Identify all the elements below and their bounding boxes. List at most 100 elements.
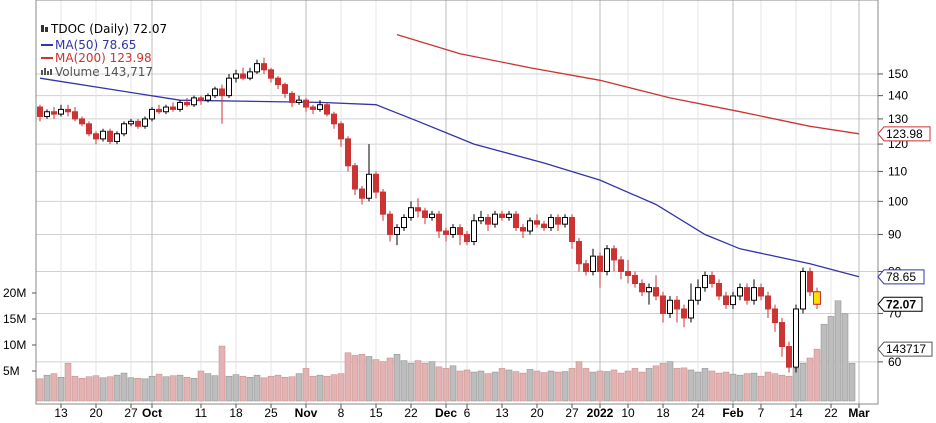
volume-bar bbox=[232, 374, 240, 402]
volume-bar bbox=[729, 373, 737, 402]
ma200-value-marker-label: 123.98 bbox=[886, 127, 923, 141]
candle-body bbox=[674, 299, 680, 310]
date-tick-label: 27 bbox=[124, 406, 138, 420]
candle-body bbox=[254, 63, 260, 73]
candle-body bbox=[590, 255, 596, 272]
candle-body bbox=[786, 346, 792, 368]
candle-body bbox=[695, 287, 701, 301]
candle-body bbox=[730, 295, 736, 306]
candle-body bbox=[499, 213, 505, 218]
candle-body bbox=[72, 111, 78, 120]
volume-bar bbox=[785, 375, 793, 402]
volume-bar bbox=[323, 375, 331, 402]
candle-body bbox=[205, 95, 211, 101]
date-tick-label: 14 bbox=[789, 406, 803, 420]
candle-body bbox=[359, 188, 365, 199]
volume-bar bbox=[463, 369, 471, 402]
candle-body bbox=[646, 287, 652, 293]
candle-body bbox=[58, 108, 64, 115]
volume-bar bbox=[414, 360, 422, 402]
volume-bar bbox=[694, 371, 702, 402]
volume-bar bbox=[540, 372, 548, 402]
volume-bar bbox=[281, 376, 289, 402]
volume-bar bbox=[778, 374, 786, 402]
volume-bar bbox=[736, 374, 744, 402]
candle-body bbox=[527, 220, 533, 232]
volume-bar bbox=[624, 370, 632, 402]
ma50-value-marker-label: 78.65 bbox=[886, 270, 916, 284]
volume-bar bbox=[71, 375, 79, 402]
candle-body bbox=[513, 213, 519, 229]
candle-body bbox=[800, 270, 806, 310]
date-tick-label: Oct bbox=[142, 406, 162, 420]
volume-bar bbox=[295, 373, 303, 402]
volume-bar bbox=[715, 372, 723, 402]
candle-body bbox=[415, 207, 421, 212]
candle-body bbox=[667, 299, 673, 314]
date-tick-label: 13 bbox=[495, 406, 509, 420]
date-tick-label: 24 bbox=[691, 406, 705, 420]
candle-body bbox=[562, 216, 568, 225]
volume-bar bbox=[148, 375, 156, 402]
candle-body bbox=[485, 216, 491, 225]
candle-body bbox=[555, 216, 561, 225]
volume-bar bbox=[547, 370, 555, 402]
volume-bar bbox=[57, 376, 65, 402]
date-tick-label: 13 bbox=[54, 406, 68, 420]
candle-body bbox=[422, 210, 428, 218]
candle-body bbox=[744, 287, 750, 301]
candle-body bbox=[86, 123, 92, 135]
volume-value-marker-label: 143717 bbox=[886, 342, 926, 356]
candle-body bbox=[142, 118, 148, 127]
candle-body bbox=[436, 213, 442, 232]
volume-bar bbox=[484, 373, 492, 402]
candle-body bbox=[597, 255, 603, 272]
candle-body bbox=[681, 308, 687, 319]
candle-body bbox=[548, 216, 554, 229]
candle-body bbox=[198, 97, 204, 101]
ma200-line bbox=[396, 33, 860, 135]
volume-bar bbox=[288, 376, 296, 402]
volume-bar bbox=[365, 356, 373, 402]
volume-bar bbox=[316, 374, 324, 402]
volume-bar bbox=[106, 376, 114, 402]
volume-bar bbox=[155, 373, 163, 402]
volume-bar bbox=[519, 372, 527, 402]
volume-bar bbox=[92, 375, 100, 402]
volume-bar bbox=[162, 376, 170, 402]
price-tick-label: 110 bbox=[888, 164, 907, 178]
date-tick-label: 8 bbox=[338, 406, 345, 420]
candle-body bbox=[107, 130, 113, 142]
volume-bar bbox=[456, 370, 464, 402]
volume-bar bbox=[722, 371, 730, 402]
date-tick-label: 2022 bbox=[587, 406, 614, 420]
date-tick-label: Nov bbox=[295, 406, 318, 420]
candle-body bbox=[464, 233, 470, 243]
candle-body bbox=[723, 295, 729, 306]
candle-body bbox=[149, 108, 155, 120]
candle-body bbox=[268, 69, 274, 79]
candle-body bbox=[618, 259, 624, 272]
price-tick-label: 100 bbox=[888, 194, 908, 208]
candle-body bbox=[716, 282, 722, 297]
date-tick-label: 20 bbox=[530, 406, 544, 420]
candle-body bbox=[65, 108, 71, 113]
candle-body bbox=[604, 248, 610, 272]
volume-bar bbox=[64, 362, 72, 402]
volume-bar bbox=[351, 355, 359, 402]
candle-body bbox=[779, 322, 785, 348]
candle-body bbox=[79, 118, 85, 125]
candle-body bbox=[163, 106, 169, 113]
date-tick-label: 6 bbox=[464, 406, 471, 420]
date-tick-label: Dec bbox=[435, 406, 457, 420]
plot-frame bbox=[35, 0, 879, 405]
date-axis: 13 20 27 Oct 11 18 25 Nov 8 15 22 Dec 6 13 20 27 2022 10 1… bbox=[54, 404, 870, 420]
candle-body bbox=[247, 71, 253, 79]
volume-bar bbox=[36, 378, 44, 402]
volume-legend-label: Volume 143,717 bbox=[55, 65, 153, 79]
volume-tick-label: 10M bbox=[3, 338, 26, 352]
candle-body bbox=[443, 230, 449, 235]
volume-bar bbox=[169, 375, 177, 402]
price-tick-label: 140 bbox=[888, 89, 908, 103]
volume-bar bbox=[400, 360, 408, 402]
